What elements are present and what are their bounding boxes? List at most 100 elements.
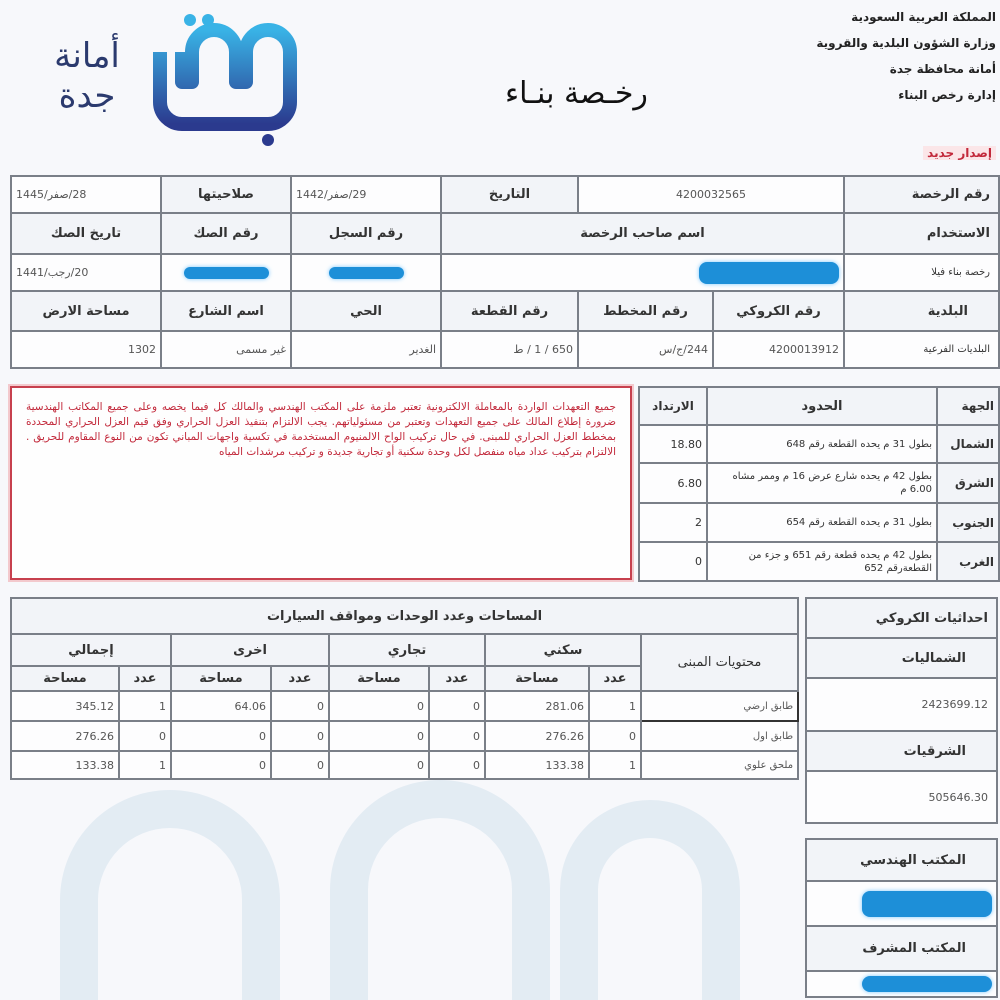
watermark-arch (560, 800, 740, 1000)
count-header: عدد (588, 665, 642, 692)
direction-value: الشرق (936, 462, 1000, 504)
area-cell: 1 (118, 750, 172, 780)
boundary-row: 6.80 بطول 42 م يحده شارع عرض 16 م وممر م… (638, 462, 1000, 504)
area-cell: 281.06 (484, 690, 590, 722)
areas-title: المساحات وعدد الوحدات ومواقف السيارات (9, 597, 800, 635)
area-cell: 0 (328, 720, 430, 752)
redaction (862, 890, 992, 917)
usage-value: رخصة بناء فيلا (843, 253, 1000, 292)
supervising-office-value (805, 970, 998, 998)
limits-value: بطول 31 م يحده القطعة رقم 654 (706, 502, 938, 543)
east-label: الشرقيات (805, 730, 998, 772)
deed-number-value (160, 253, 292, 292)
north-label: الشماليات (805, 637, 998, 679)
area-cell: 345.12 (10, 690, 120, 722)
boundary-row: 18.80 بطول 31 م يحده القطعة رقم 648 الشم… (638, 424, 1000, 464)
setback-header: الارتداد (638, 386, 708, 426)
north-value: 2423699.12 (805, 677, 998, 732)
area-cell: 0 (328, 750, 430, 780)
record-number-label: رقم السجل (290, 212, 442, 255)
limits-value: بطول 31 م يحده القطعة رقم 648 (706, 424, 938, 464)
permit-number-label: رقم الرخصة (843, 175, 1000, 214)
sketch-number-value: 4200013912 (712, 330, 845, 369)
area-cell: 0 (428, 750, 486, 780)
municipality-label: البلدية (843, 290, 1000, 332)
area-header: مساحة (170, 665, 272, 692)
area-cell: 64.06 (170, 690, 272, 722)
direction-value: الجنوب (936, 502, 1000, 543)
boundary-row: 0 بطول 42 م يحده قطعة رقم 651 و جزء من ا… (638, 541, 1000, 582)
logo-text: أمانة جدة (54, 36, 120, 116)
area-cell: 1 (118, 690, 172, 722)
deed-date-value: 20/رجب/1441 (10, 253, 162, 292)
area-cell: 1 (588, 750, 642, 780)
redaction (183, 267, 269, 279)
area-header: مساحة (484, 665, 590, 692)
area-cell: 0 (170, 720, 272, 752)
area-cell: 276.26 (10, 720, 120, 752)
record-number-value (290, 253, 442, 292)
floor-name: طابق ارضي (639, 690, 800, 722)
area-cell: 0 (118, 720, 172, 752)
area-cell: 276.26 (484, 720, 590, 752)
header-line: أمانة محافظة جدة (889, 62, 996, 76)
area-header: مساحة (10, 665, 120, 692)
group-commercial: تجاري (328, 633, 486, 667)
setback-value: 6.80 (638, 462, 708, 504)
district-value: الغدير (290, 330, 442, 369)
plan-number-value: 244/ج/س (577, 330, 714, 369)
direction-value: الشمال (936, 424, 1000, 464)
direction-header: الجهة (936, 386, 1000, 426)
group-total: إجمالي (10, 633, 172, 667)
municipality-value: البلديات الفرعية (843, 330, 1000, 369)
notice-text: جميع التعهدات الواردة بالمعاملة الالكترو… (26, 401, 616, 458)
limits-value: بطول 42 م يحده شارع عرض 16 م وممر مشاه 6… (706, 462, 938, 504)
direction-value: الغرب (936, 541, 1000, 582)
plot-number-label: رقم القطعة (440, 290, 579, 332)
owner-name-value (440, 253, 845, 292)
deed-number-label: رقم الصك (160, 212, 292, 255)
notice-box: جميع التعهدات الواردة بالمعاملة الالكترو… (10, 386, 632, 580)
area-cell: 0 (588, 720, 642, 752)
boundaries-table: الارتداد الحدود الجهة 18.80 بطول 31 م يح… (638, 386, 1000, 582)
coordinates-table: احداثيات الكروكي الشماليات 2423699.12 ال… (805, 597, 998, 824)
area-cell: 1 (588, 690, 642, 722)
area-cell: 0 (170, 750, 272, 780)
street-value: غير مسمى (160, 330, 292, 369)
areas-table: المساحات وعدد الوحدات ومواقف السيارات إج… (9, 597, 800, 780)
header-line: وزارة الشؤون البلدية والقروية (816, 36, 996, 50)
supervising-office-label: المكتب المشرف (805, 925, 998, 972)
count-header: عدد (118, 665, 172, 692)
header-line: المملكة العربية السعودية (851, 10, 996, 24)
area-cell: 133.38 (10, 750, 120, 780)
date-label: التاريخ (440, 175, 579, 214)
area-row: 345.12 1 64.06 0 0 0 281.06 1 طابق ارضي (10, 690, 800, 722)
setback-value: 2 (638, 502, 708, 543)
count-header: عدد (428, 665, 486, 692)
validity-label: صلاحيتها (160, 175, 292, 214)
plan-number-label: رقم المخطط (577, 290, 714, 332)
floor-name: ملحق علوي (639, 750, 800, 780)
owner-name-label: اسم صاحب الرخصة (440, 212, 845, 255)
east-value: 505646.30 (805, 770, 998, 824)
land-area-label: مساحة الارض (10, 290, 162, 332)
contents-header: محتويات المبنى (639, 633, 800, 692)
date-value: 29/صفر/1442 (290, 175, 442, 214)
area-header: مساحة (328, 665, 430, 692)
count-header: عدد (270, 665, 330, 692)
area-cell: 0 (428, 720, 486, 752)
redaction (862, 976, 992, 992)
watermark-arch (330, 780, 550, 1000)
redaction (699, 261, 839, 284)
engineering-office-label: المكتب الهندسي (805, 838, 998, 882)
area-cell: 133.38 (484, 750, 590, 780)
offices-table: المكتب الهندسي المكتب المشرف (805, 838, 998, 998)
area-cell: 0 (270, 720, 330, 752)
coordinates-title: احداثيات الكروكي (805, 597, 998, 639)
setback-value: 0 (638, 541, 708, 582)
document-title: رخـصة بنـاء (505, 76, 648, 111)
usage-label: الاستخدام (843, 212, 1000, 255)
plot-number-value: 650 / 1 / ط (440, 330, 579, 369)
jeddah-logo (153, 14, 297, 146)
permit-info-table: 28/صفر/1445 صلاحيتها 29/صفر/1442 التاريخ… (10, 175, 1000, 369)
